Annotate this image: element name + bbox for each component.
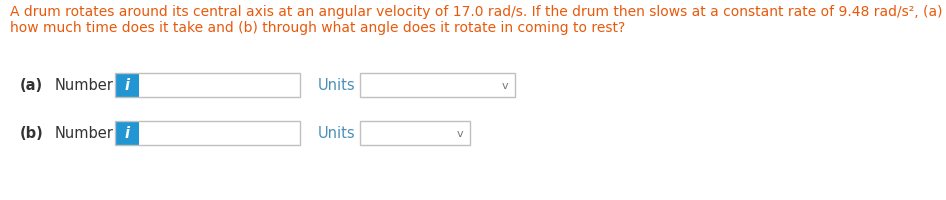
Text: (a): (a) xyxy=(20,78,44,93)
Text: A drum rotates around its central axis at an angular velocity of 17.0 rad/s. If : A drum rotates around its central axis a… xyxy=(10,5,942,19)
FancyBboxPatch shape xyxy=(115,121,139,145)
Text: v: v xyxy=(457,128,464,138)
FancyBboxPatch shape xyxy=(360,121,470,145)
Text: Number: Number xyxy=(55,126,114,141)
Text: v: v xyxy=(501,81,508,91)
Text: Number: Number xyxy=(55,78,114,93)
Text: how much time does it take and (b) through what angle does it rotate in coming t: how much time does it take and (b) throu… xyxy=(10,21,625,35)
Text: (b): (b) xyxy=(20,126,44,141)
Text: i: i xyxy=(125,78,130,93)
FancyBboxPatch shape xyxy=(115,74,139,98)
FancyBboxPatch shape xyxy=(139,121,300,145)
Text: Units: Units xyxy=(318,126,356,141)
Text: Units: Units xyxy=(318,78,356,93)
FancyBboxPatch shape xyxy=(360,74,515,98)
Text: i: i xyxy=(125,126,130,141)
FancyBboxPatch shape xyxy=(139,74,300,98)
